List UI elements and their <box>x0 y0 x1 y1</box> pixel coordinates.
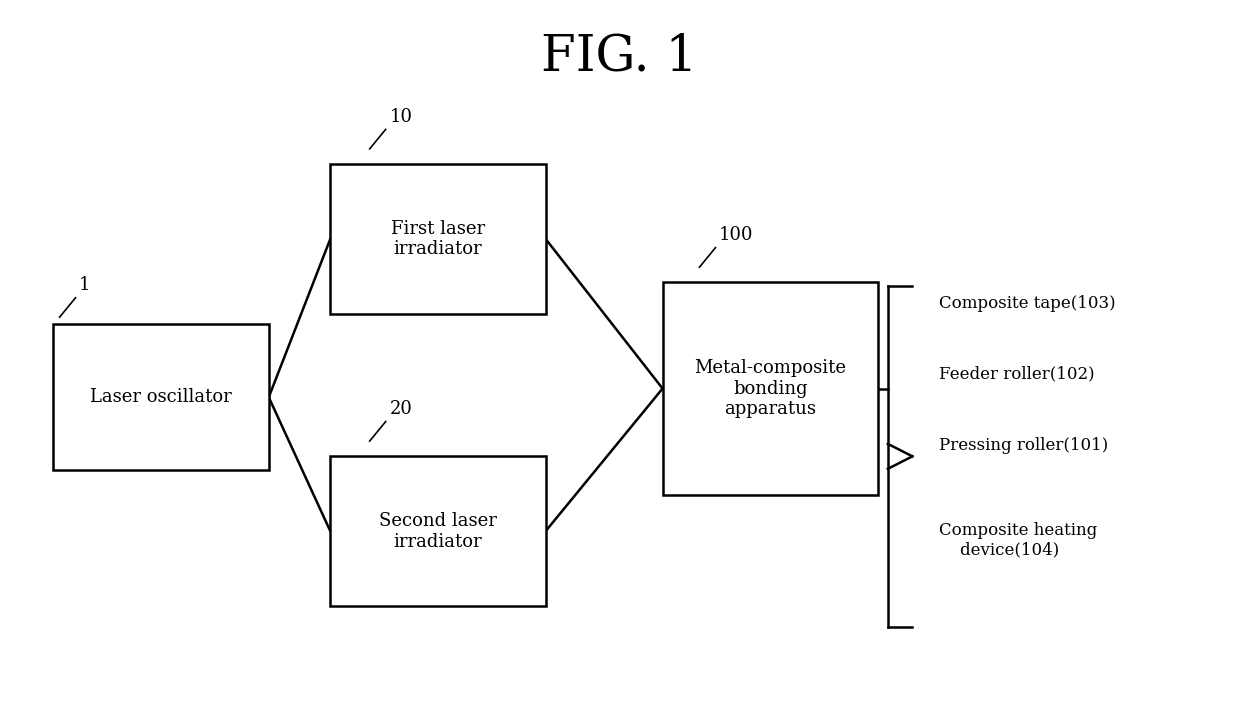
Text: Metal-composite
bonding
apparatus: Metal-composite bonding apparatus <box>694 359 846 418</box>
Text: Pressing roller(101): Pressing roller(101) <box>939 436 1109 453</box>
Bar <box>53 324 269 470</box>
Text: Laser oscillator: Laser oscillator <box>90 388 232 406</box>
Text: Feeder roller(102): Feeder roller(102) <box>939 366 1095 383</box>
Bar <box>663 282 878 495</box>
Bar <box>331 164 545 314</box>
Bar <box>331 456 545 606</box>
Text: 1: 1 <box>79 276 90 294</box>
Text: Second laser
irradiator: Second laser irradiator <box>379 512 497 551</box>
Text: Composite heating
    device(104): Composite heating device(104) <box>939 522 1098 558</box>
Text: 20: 20 <box>389 400 413 418</box>
Text: Composite tape(103): Composite tape(103) <box>939 295 1116 312</box>
Text: FIG. 1: FIG. 1 <box>541 32 698 82</box>
Text: 10: 10 <box>389 108 413 126</box>
Text: 100: 100 <box>719 226 753 244</box>
Text: First laser
irradiator: First laser irradiator <box>392 220 484 258</box>
